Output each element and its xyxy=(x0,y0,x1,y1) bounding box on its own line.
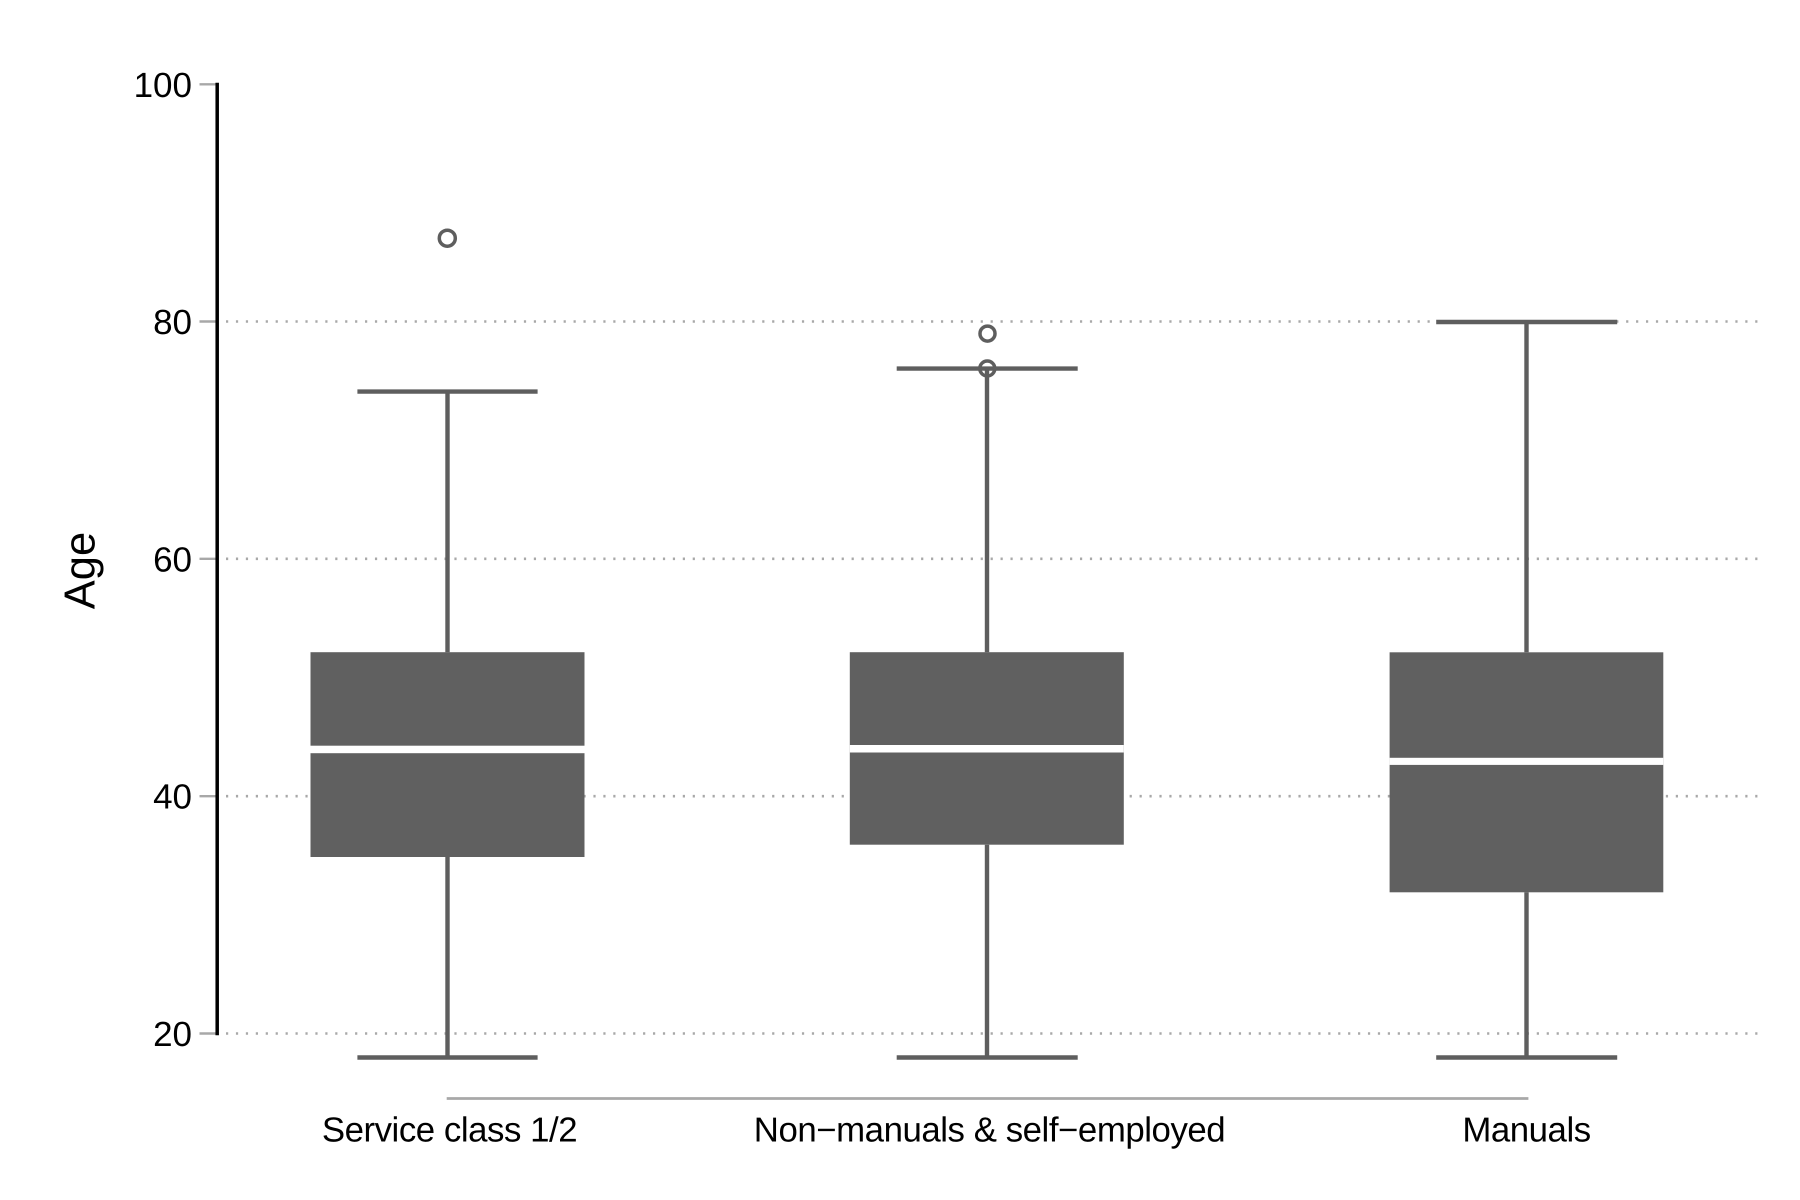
svg-text:Age: Age xyxy=(57,532,105,609)
svg-text:60: 60 xyxy=(153,540,192,579)
svg-text:Manuals: Manuals xyxy=(1462,1111,1590,1150)
svg-text:80: 80 xyxy=(153,303,192,342)
svg-text:40: 40 xyxy=(153,778,192,817)
svg-text:20: 20 xyxy=(153,1015,192,1054)
svg-text:Service class 1/2: Service class 1/2 xyxy=(322,1111,577,1150)
svg-text:100: 100 xyxy=(134,66,192,105)
svg-text:Non−manuals & self−employed: Non−manuals & self−employed xyxy=(754,1111,1225,1150)
